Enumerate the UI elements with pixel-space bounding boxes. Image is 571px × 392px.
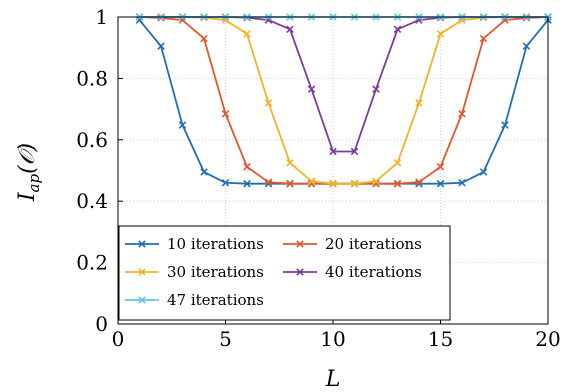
legend-marker — [296, 268, 304, 276]
x-tick-label: 0 — [112, 327, 125, 351]
y-tick-label: 0.4 — [76, 189, 108, 213]
data-point — [415, 16, 423, 24]
data-point — [393, 179, 402, 188]
legend-label: 30 iterations — [167, 263, 264, 281]
ticks: 0 5 10 15 20 0 0.2 0.4 0.6 0.8 1 — [76, 5, 561, 351]
data-point — [393, 159, 402, 167]
data-point — [329, 179, 337, 188]
x-tick-label: 10 — [320, 327, 345, 351]
series-layer — [135, 13, 552, 188]
legend-item: 10 iterations — [125, 235, 264, 253]
legend-label: 10 iterations — [167, 235, 264, 253]
x-axis-label: L — [325, 367, 341, 392]
series-line — [138, 19, 549, 185]
legend-label: 47 iterations — [167, 291, 264, 309]
legend-item: 47 iterations — [125, 291, 264, 309]
data-point — [350, 147, 359, 156]
series-line — [139, 16, 549, 185]
legend-box — [118, 225, 451, 321]
legend-marker — [296, 240, 304, 248]
data-point — [458, 179, 466, 187]
legend-item: 20 iterations — [283, 235, 422, 253]
y-tick-label: 0.8 — [76, 66, 108, 90]
data-point — [501, 121, 509, 129]
data-point — [286, 159, 294, 167]
y-tick-label: 0.6 — [76, 128, 108, 152]
data-point — [458, 109, 466, 118]
data-point — [178, 121, 187, 129]
data-point — [372, 177, 380, 186]
x-tick-label: 20 — [535, 327, 560, 351]
data-point — [350, 179, 359, 188]
legend-label: 40 iterations — [325, 263, 422, 281]
data-point — [243, 179, 251, 188]
data-point — [221, 179, 230, 187]
data-point — [286, 25, 294, 34]
data-point — [436, 30, 445, 38]
data-point — [479, 34, 488, 43]
series-1 — [135, 16, 552, 188]
data-point — [522, 42, 531, 50]
data-point — [436, 179, 445, 188]
data-point — [157, 42, 165, 50]
x-tick-label: 5 — [219, 327, 232, 351]
data-point — [329, 147, 337, 156]
legend-item: 40 iterations — [283, 263, 422, 281]
y-tick-label: 0.2 — [76, 251, 108, 275]
legend-marker — [138, 240, 146, 248]
legend-marker — [138, 268, 146, 276]
data-point — [264, 16, 273, 24]
data-point — [200, 34, 208, 43]
data-point — [243, 163, 251, 171]
series-line — [139, 16, 548, 153]
data-point — [393, 25, 402, 34]
data-point — [436, 163, 445, 171]
y-axis-label: Iap(𝒪) — [15, 143, 43, 202]
legend: 10 iterations 20 iterations 30 iterations 4… — [118, 225, 451, 321]
data-point — [286, 179, 294, 188]
y-tick-label: 0 — [95, 312, 108, 336]
legend-marker — [138, 296, 146, 304]
y-tick-label: 1 — [95, 5, 108, 29]
data-point — [479, 168, 488, 176]
series-line — [139, 16, 548, 185]
data-point — [200, 168, 208, 176]
data-point — [221, 109, 230, 118]
legend-label: 20 iterations — [325, 235, 422, 253]
data-point — [243, 30, 251, 38]
data-point — [307, 177, 316, 186]
data-point — [307, 85, 316, 93]
data-point — [264, 178, 273, 186]
data-point — [415, 178, 423, 186]
data-point — [264, 99, 273, 107]
data-point — [372, 85, 380, 93]
x-tick-label: 15 — [428, 327, 453, 351]
legend-item: 30 iterations — [125, 263, 264, 281]
data-point — [415, 99, 423, 107]
